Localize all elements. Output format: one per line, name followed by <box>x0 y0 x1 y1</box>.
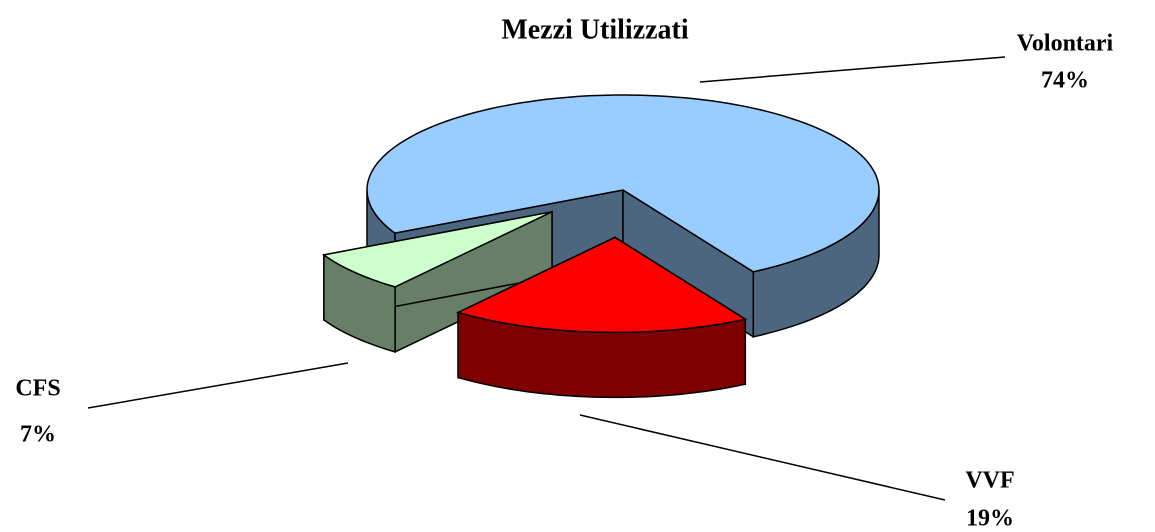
slice-label: Volontari <box>1017 31 1114 57</box>
slice-value-label: 7% <box>20 422 56 448</box>
slice <box>322 211 553 288</box>
slice-label: VVF <box>965 468 1014 494</box>
slice-value-label: 19% <box>966 506 1014 532</box>
leader-line <box>579 414 946 501</box>
leader-line <box>699 56 1006 83</box>
slice <box>455 236 748 334</box>
slice-label: CFS <box>15 376 60 402</box>
chart-title: Mezzi Utilizzati <box>501 14 689 45</box>
slice-value-label: 74% <box>1041 68 1089 94</box>
leader-line <box>87 362 349 409</box>
slice <box>366 94 880 273</box>
